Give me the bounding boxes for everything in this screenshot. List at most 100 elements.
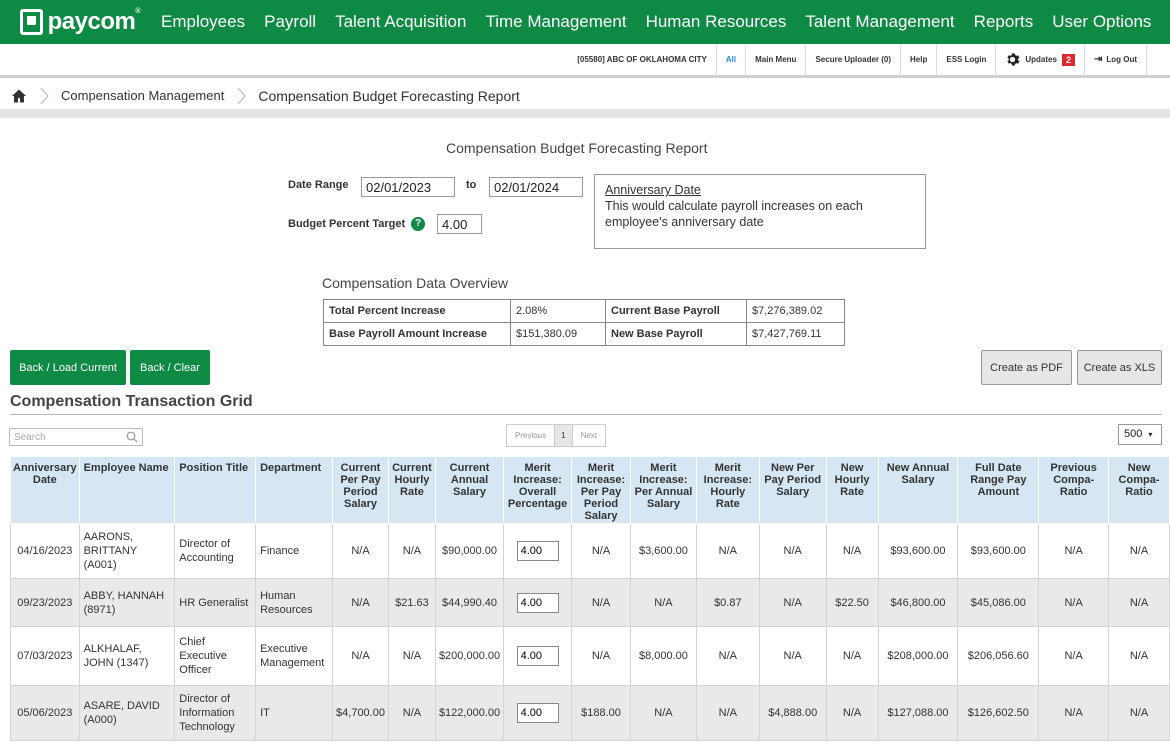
overview-value: $7,427,769.11 — [746, 322, 845, 346]
table-cell: N/A — [825, 626, 879, 686]
table-cell: Executive Management — [255, 626, 334, 686]
table-cell: $4,700.00 — [332, 685, 389, 741]
paycom-logo[interactable]: paycom® — [20, 8, 140, 36]
merit-percentage-input[interactable] — [516, 646, 559, 666]
overview-title: Compensation Data Overview — [322, 275, 508, 291]
table-cell: $0.87 — [695, 578, 760, 627]
table-cell: 09/23/2023 — [10, 578, 80, 627]
column-header[interactable]: Merit Increase: Per Annual Salary — [630, 456, 697, 524]
table-cell: $206,056.60 — [957, 626, 1040, 686]
table-cell: N/A — [387, 523, 436, 579]
back-clear-button[interactable]: Back / Clear — [130, 350, 210, 385]
column-header[interactable]: Employee Name — [78, 456, 176, 524]
help-icon[interactable]: ? — [411, 217, 425, 231]
column-header[interactable]: Merit Increase: Hourly Rate — [695, 456, 760, 524]
budget-percent-label: Budget Percent Target — [288, 218, 406, 230]
merit-percentage-input[interactable] — [516, 703, 559, 723]
create-pdf-button[interactable]: Create as PDF — [981, 350, 1072, 385]
nav-employees[interactable]: Employees — [161, 12, 246, 31]
table-cell: Finance — [255, 523, 334, 579]
next-page-button[interactable]: Next — [580, 431, 598, 440]
budget-percent-field[interactable]: 4.00 — [437, 214, 482, 234]
table-cell — [503, 578, 573, 627]
compensation-grid: Anniversary Date Employee Name Position Ti… — [10, 456, 1170, 741]
current-page[interactable]: 1 — [554, 425, 573, 446]
from-date-field[interactable]: 02/01/2023 — [361, 177, 455, 197]
column-header[interactable]: Merit Increase: Overall Percentage — [503, 456, 573, 524]
table-cell: N/A — [630, 578, 697, 627]
column-header[interactable]: Position Title — [174, 456, 257, 524]
updates-link[interactable]: Updates 2 — [995, 44, 1084, 75]
table-cell: $188.00 — [571, 685, 631, 741]
nav-payroll[interactable]: Payroll — [264, 12, 317, 31]
nav-talent-management[interactable]: Talent Management — [805, 12, 955, 31]
overview-value: 2.08% — [510, 299, 606, 323]
column-header[interactable]: New Compa-Ratio — [1108, 456, 1170, 524]
column-header[interactable]: Previous Compa-Ratio — [1038, 456, 1110, 524]
overview-table: Total Percent Increase 2.08% Current Bas… — [323, 299, 845, 346]
nav-reports[interactable]: Reports — [973, 12, 1034, 31]
column-header[interactable]: Current Per Pay Period Salary — [332, 456, 389, 524]
table-cell: ABBY, HANNAH (8971) — [78, 578, 176, 627]
table-cell: N/A — [758, 523, 827, 579]
merit-percentage-input[interactable] — [516, 541, 559, 561]
overview-row: Base Payroll Amount Increase $151,380.09… — [323, 322, 845, 346]
table-cell: N/A — [825, 685, 879, 741]
table-row: 04/16/2023 AARONS, BRITTANY (A001) Directo… — [10, 523, 1170, 579]
secure-uploader-link[interactable]: Secure Uploader (0) — [805, 44, 900, 75]
table-cell: $208,000.00 — [877, 626, 959, 686]
column-header[interactable]: Current Annual Salary — [434, 456, 505, 524]
column-header[interactable]: Anniversary Date — [10, 456, 80, 524]
table-cell: $45,086.00 — [957, 578, 1040, 627]
ess-login-link[interactable]: ESS Login — [936, 44, 995, 75]
back-load-current-button[interactable]: Back / Load Current — [10, 350, 126, 385]
column-header[interactable]: Merit Increase: Per Pay Period Salary — [571, 456, 631, 524]
table-cell: 05/06/2023 — [10, 685, 80, 741]
nav-user-options[interactable]: User Options — [1052, 12, 1152, 31]
to-label: to — [466, 179, 477, 191]
table-cell: $122,000.00 — [434, 685, 505, 741]
nav-human-resources[interactable]: Human Resources — [645, 12, 787, 31]
table-cell: N/A — [758, 626, 827, 686]
logout-label: Log Out — [1106, 55, 1137, 64]
column-header[interactable]: Full Date Range Pay Amount — [957, 456, 1040, 524]
all-link[interactable]: All — [715, 44, 745, 75]
table-cell: 07/03/2023 — [10, 626, 80, 686]
nav-time-management[interactable]: Time Management — [485, 12, 627, 31]
gear-icon — [1007, 53, 1020, 66]
merit-percentage-input[interactable] — [516, 592, 559, 613]
column-header[interactable]: New Per Pay Period Salary — [758, 456, 827, 524]
column-header[interactable]: New Annual Salary — [877, 456, 959, 524]
breadcrumb-current: Compensation Budget Forecasting Report — [258, 87, 520, 104]
logout-link[interactable]: ⇥ Log Out — [1083, 44, 1147, 75]
table-cell: N/A — [1038, 626, 1110, 686]
table-row: 09/23/2023 ABBY, HANNAH (8971) HR Generali… — [10, 578, 1170, 627]
table-cell: $44,990.40 — [434, 578, 505, 627]
help-link[interactable]: Help — [900, 44, 936, 75]
table-row: 07/03/2023 ALKHALAF, JOHN (1347) Chief Exe… — [10, 626, 1170, 686]
search-input[interactable]: Search — [9, 428, 143, 446]
pagination: Previous 1 Next — [506, 424, 607, 447]
page-size-select[interactable]: 500 ▾ — [1118, 424, 1162, 445]
table-cell: N/A — [1108, 578, 1170, 627]
overview-key: Total Percent Increase — [323, 299, 511, 323]
column-header[interactable]: Department — [255, 456, 334, 524]
previous-page-button[interactable]: Previous — [515, 431, 547, 440]
to-date-field[interactable]: 02/01/2024 — [489, 177, 583, 197]
column-header[interactable]: Current Hourly Rate — [387, 456, 436, 524]
company-selector[interactable]: [05580] ABC OF OKLAHOMA CITY — [577, 55, 707, 64]
table-cell: $90,000.00 — [434, 523, 505, 579]
home-icon[interactable] — [11, 88, 27, 104]
logo-mark-icon — [20, 9, 43, 35]
table-cell: N/A — [695, 685, 760, 741]
overview-value: $151,380.09 — [510, 322, 606, 346]
table-cell: Director of Information Technology — [174, 685, 257, 741]
overview-key: Current Base Payroll — [605, 299, 747, 323]
column-header[interactable]: New Hourly Rate — [825, 456, 879, 524]
breadcrumb-parent[interactable]: Compensation Management — [61, 88, 225, 103]
table-cell: N/A — [332, 523, 389, 579]
nav-talent-acquisition[interactable]: Talent Acquisition — [335, 12, 467, 31]
main-menu-link[interactable]: Main Menu — [745, 44, 805, 75]
breadcrumb: Compensation Management Compensation Bud… — [0, 82, 1170, 118]
create-xls-button[interactable]: Create as XLS — [1077, 350, 1162, 385]
